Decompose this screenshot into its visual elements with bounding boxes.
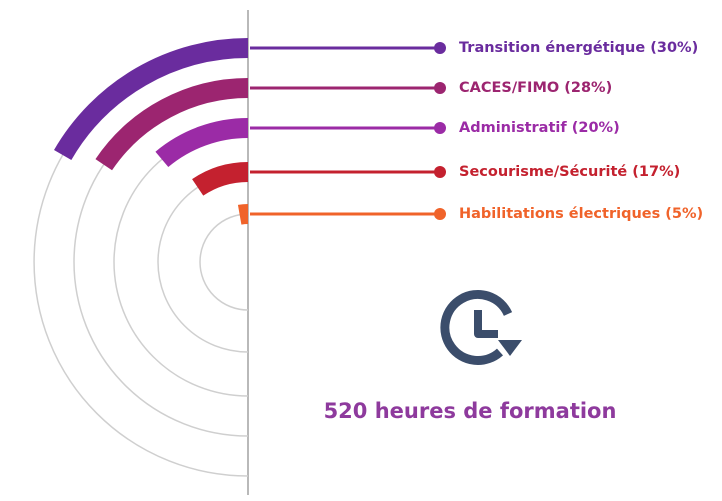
leader-dot xyxy=(434,82,446,94)
bar xyxy=(192,162,249,196)
leader-dot xyxy=(434,208,446,220)
category-label: Transition énergétique (30%) xyxy=(459,40,698,56)
leader-dot xyxy=(434,166,446,178)
bar xyxy=(155,118,249,168)
guide-circle xyxy=(157,171,249,353)
clock-icon xyxy=(440,290,522,365)
bar xyxy=(95,78,249,171)
leader-dot xyxy=(434,122,446,134)
category-label: Secourisme/Sécurité (17%) xyxy=(459,164,680,180)
annotation: 520 heures de formation xyxy=(324,399,617,423)
bar xyxy=(237,204,249,225)
category-label: Administratif (20%) xyxy=(459,120,620,136)
category-label: Habilitations électriques (5%) xyxy=(459,206,703,222)
category-label: CACES/FIMO (28%) xyxy=(459,80,612,96)
guide-circle xyxy=(199,213,249,311)
bar xyxy=(54,38,249,161)
guide-circle xyxy=(33,47,249,477)
leader-dot xyxy=(434,42,446,54)
